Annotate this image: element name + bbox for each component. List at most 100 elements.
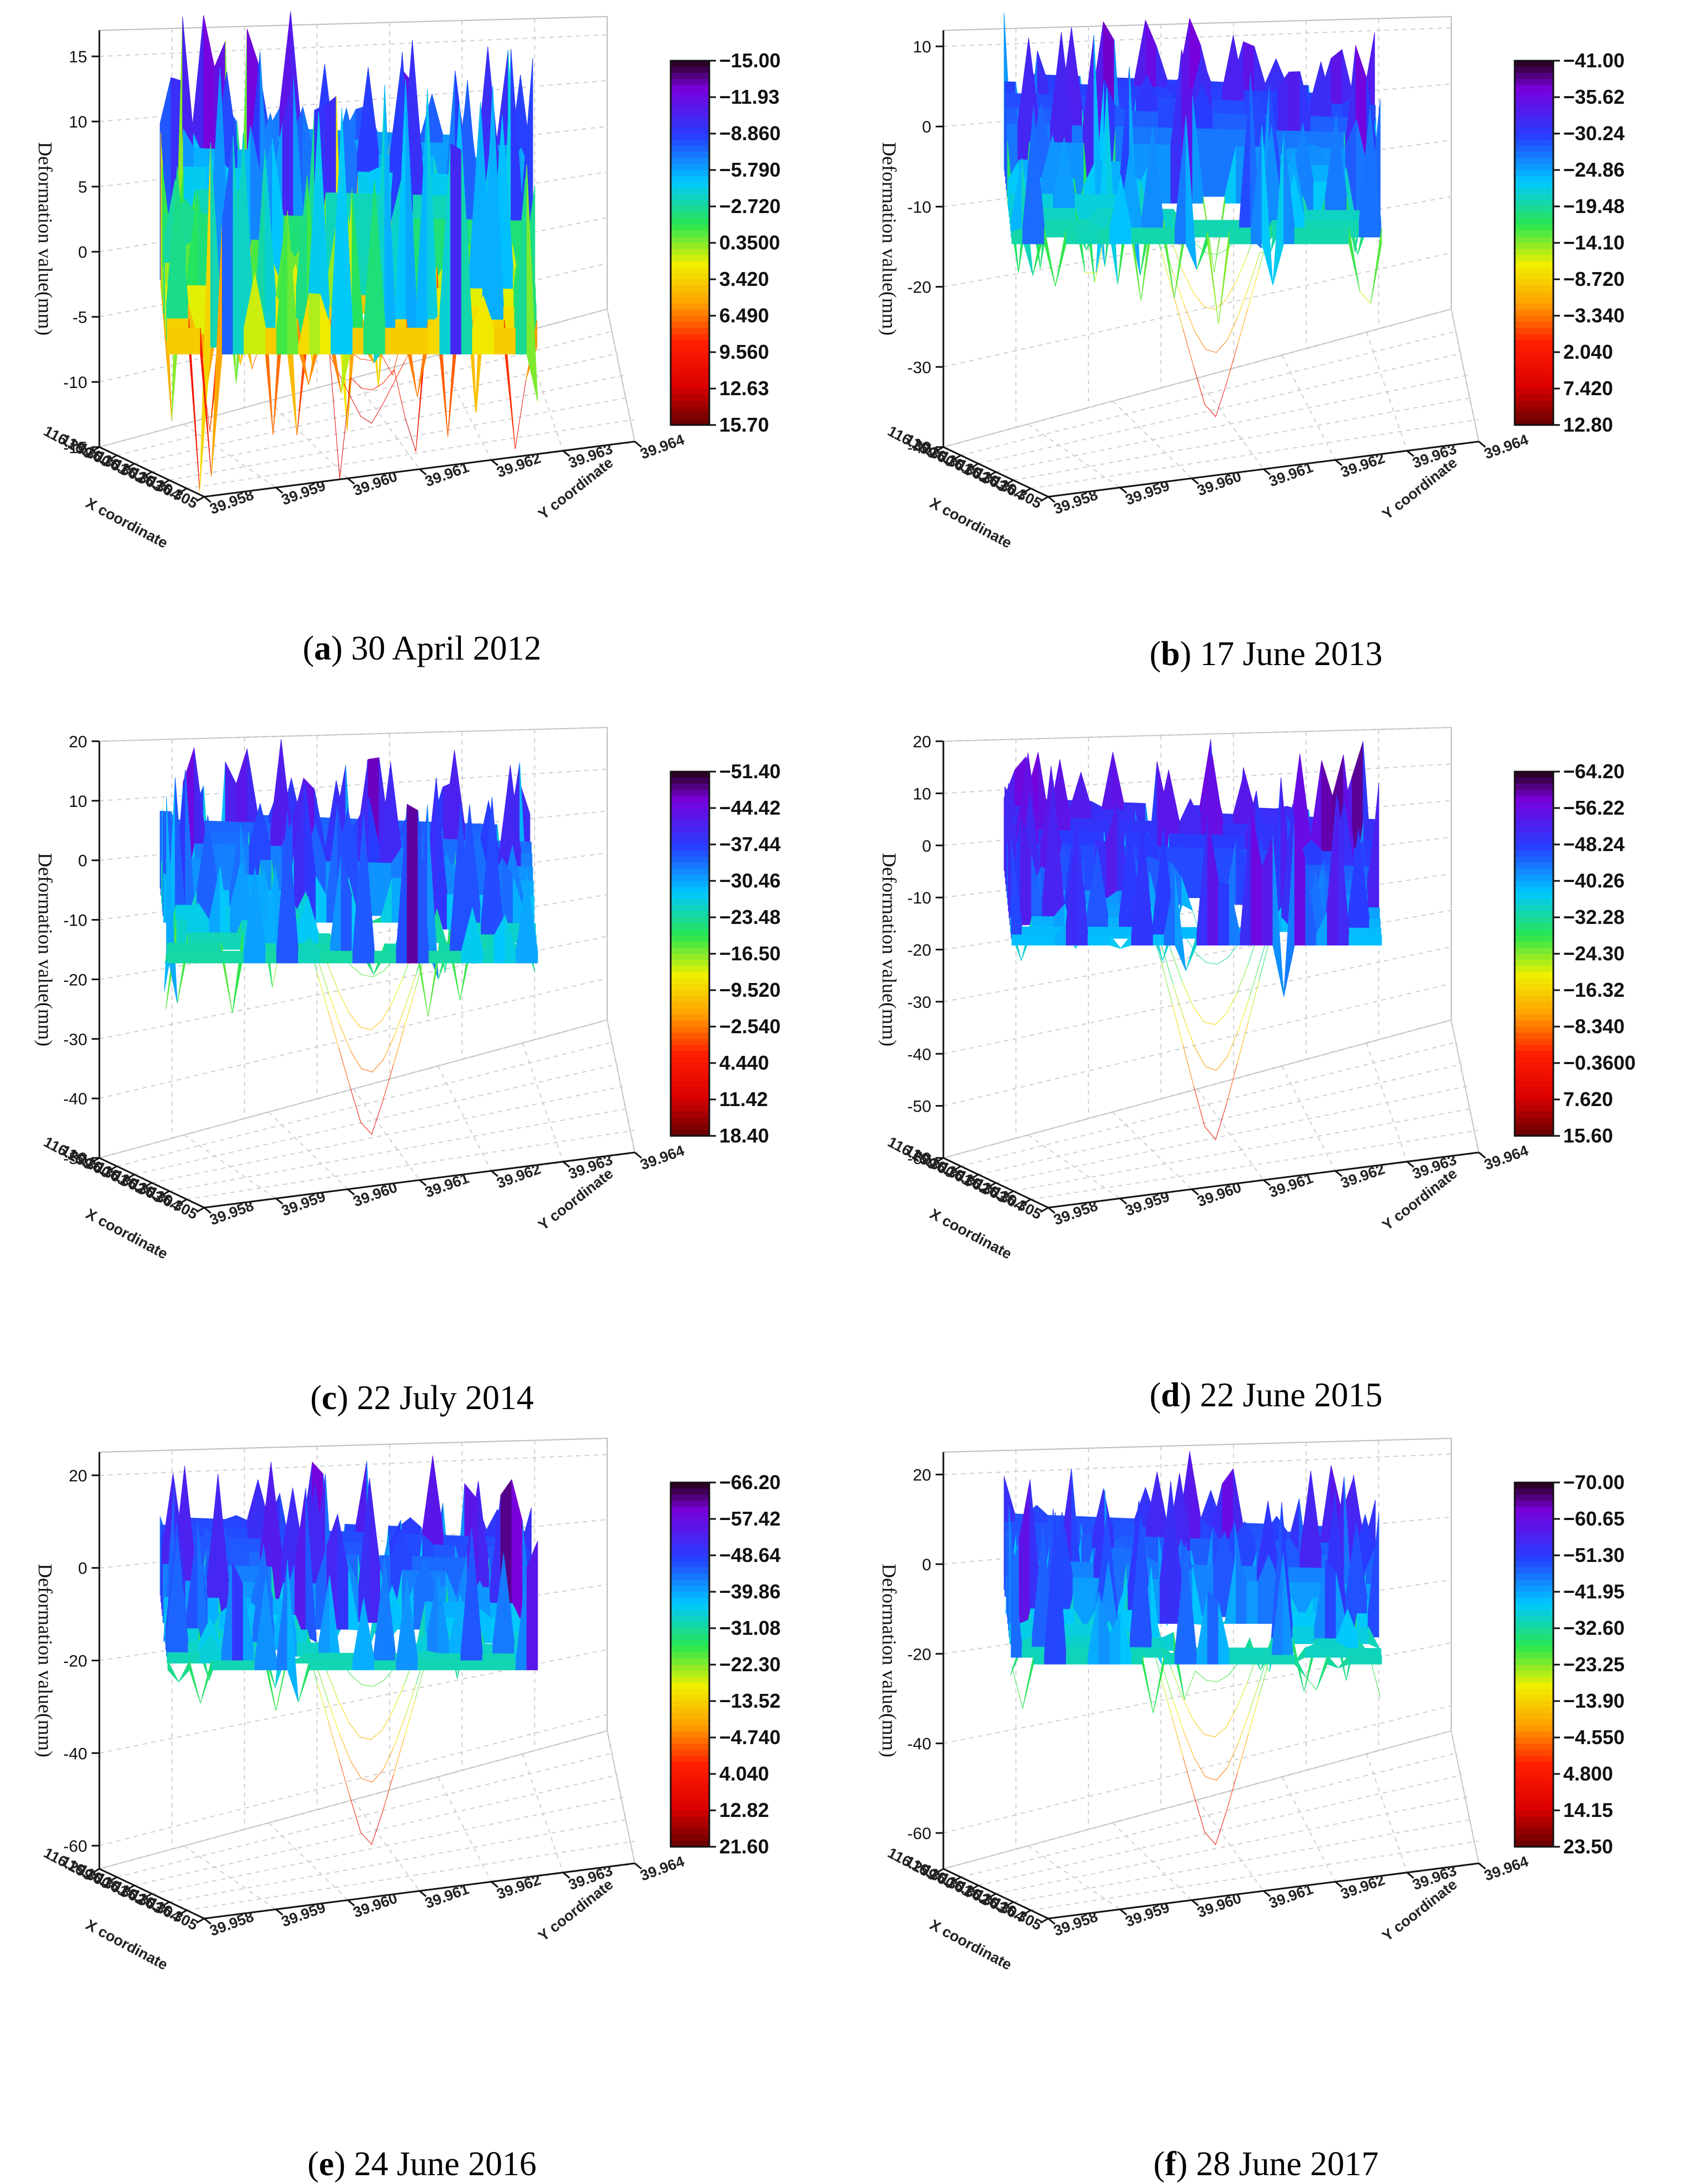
colorbar-segment — [671, 291, 709, 298]
colorbar-tick-label: −23.48 — [719, 906, 781, 928]
surface-plot: 151050-5-10-15116.299116.300116.301116.3… — [0, 0, 844, 640]
surface-facet — [404, 990, 415, 1027]
surface-facet — [450, 951, 461, 963]
colorbar-segment — [1515, 1610, 1553, 1617]
surface-facet — [349, 1013, 360, 1027]
surface-facet — [373, 1060, 384, 1072]
colorbar: −15.00−11.93−8.860−5.790−2.7200.35003.42… — [671, 49, 781, 436]
colorbar-segment — [1515, 954, 1553, 960]
colorbar-segment — [1515, 1045, 1553, 1051]
colorbar-segment — [671, 984, 709, 991]
surface-facet — [342, 951, 353, 963]
colorbar-segment — [1515, 340, 1553, 347]
colorbar-tick-label: 2.040 — [1563, 341, 1613, 363]
surface-facet — [1217, 1768, 1228, 1781]
colorbar-segment — [1515, 1574, 1553, 1580]
paren-open: ( — [307, 2145, 319, 2183]
y-tick-label: 39.958 — [208, 486, 256, 517]
surface-facet — [361, 1123, 372, 1134]
surface-facet — [371, 1102, 383, 1134]
colorbar-tick-label: 7.420 — [1563, 377, 1613, 400]
colorbar-segment — [671, 1489, 709, 1495]
colorbar-segment — [671, 1798, 709, 1805]
colorbar-segment — [671, 407, 709, 413]
surface-facet — [1183, 329, 1194, 368]
panel-letter: c — [322, 1379, 337, 1417]
z-tick-label: 10 — [913, 785, 931, 803]
colorbar-segment — [1515, 881, 1553, 888]
colorbar-tick-label: −32.60 — [1563, 1617, 1625, 1639]
colorbar-segment — [1515, 1695, 1553, 1702]
surface-facet — [1248, 980, 1259, 1021]
colorbar-tick-label: −5.790 — [719, 158, 781, 181]
colorbar-segment — [671, 1835, 709, 1841]
colorbar-segment — [1515, 91, 1553, 98]
surface-facet — [1240, 1655, 1251, 1664]
surface-facet — [1044, 935, 1055, 945]
colorbar-segment — [671, 364, 709, 371]
surface-facet — [1120, 927, 1131, 938]
colorbar-segment — [1515, 887, 1553, 894]
surface-facet — [1338, 228, 1349, 244]
colorbar-segment — [671, 1574, 709, 1580]
colorbar-segment — [671, 158, 709, 164]
colorbar-segment — [671, 79, 709, 86]
y-tick-label: 39.962 — [495, 450, 543, 481]
colorbar-segment — [671, 1598, 709, 1604]
surface-facet — [1160, 145, 1171, 203]
y-tick-label: 39.964 — [1482, 1853, 1531, 1884]
deformation-surface — [160, 1456, 538, 1845]
paren-close: ) — [1180, 1377, 1200, 1414]
colorbar-segment — [671, 1075, 709, 1082]
colorbar-segment — [1515, 942, 1553, 948]
colorbar-segment — [671, 1816, 709, 1823]
colorbar-segment — [671, 401, 709, 407]
colorbar-tick-label: 12.80 — [1563, 413, 1613, 436]
surface-facet — [396, 328, 407, 354]
colorbar-segment — [1515, 1768, 1553, 1774]
surface-facet — [349, 1723, 360, 1737]
colorbar-segment — [1515, 115, 1553, 122]
colorbar-segment — [671, 146, 709, 152]
surface-facet — [385, 951, 396, 963]
surface-facet — [1273, 1655, 1284, 1664]
colorbar-segment — [671, 996, 709, 1003]
colorbar-segment — [1515, 103, 1553, 110]
surface-facet — [1142, 1648, 1153, 1657]
colorbar-segment — [1515, 1731, 1553, 1738]
z-tick-label: -20 — [63, 1652, 87, 1671]
surface-facet — [320, 951, 331, 963]
surface-facet — [1249, 963, 1260, 998]
surface-facet — [1153, 935, 1164, 945]
z-axis-title: Deformation value(mm) — [878, 1564, 900, 1757]
surface-facet — [1360, 935, 1371, 945]
surface-facet — [339, 1049, 350, 1087]
colorbar-segment — [671, 389, 709, 395]
colorbar-segment — [671, 267, 709, 274]
colorbar-segment — [671, 261, 709, 268]
surface-facet — [382, 355, 393, 375]
colorbar-segment — [1515, 206, 1553, 213]
colorbar-segment — [1515, 407, 1553, 413]
surface-facet — [360, 1027, 371, 1030]
z-tick-label: 0 — [922, 837, 931, 855]
colorbar-segment — [671, 115, 709, 122]
surface-facet — [1205, 1832, 1216, 1845]
colorbar-segment — [1515, 127, 1553, 134]
y-tick-label: 39.964 — [638, 431, 687, 462]
colorbar-tick-label: −40.26 — [1563, 869, 1625, 892]
colorbar-tick-label: 11.42 — [719, 1088, 768, 1110]
panel-letter: e — [319, 2145, 335, 2183]
surface-plot: 200-20-40-60116.299116.300116.301116.302… — [844, 1422, 1688, 2062]
deformation-surface — [160, 12, 538, 491]
surface-facet — [1227, 1031, 1238, 1057]
surface-facet — [1182, 1697, 1193, 1720]
grid-line — [99, 978, 607, 1098]
colorbar-segment — [671, 929, 709, 936]
colorbar-segment — [671, 778, 709, 784]
colorbar-segment — [1515, 212, 1553, 219]
colorbar-tick-label: −2.720 — [719, 195, 781, 217]
colorbar-tick-label: −44.42 — [719, 796, 781, 819]
z-tick-label: -10 — [63, 912, 87, 930]
colorbar-segment — [671, 1021, 709, 1027]
